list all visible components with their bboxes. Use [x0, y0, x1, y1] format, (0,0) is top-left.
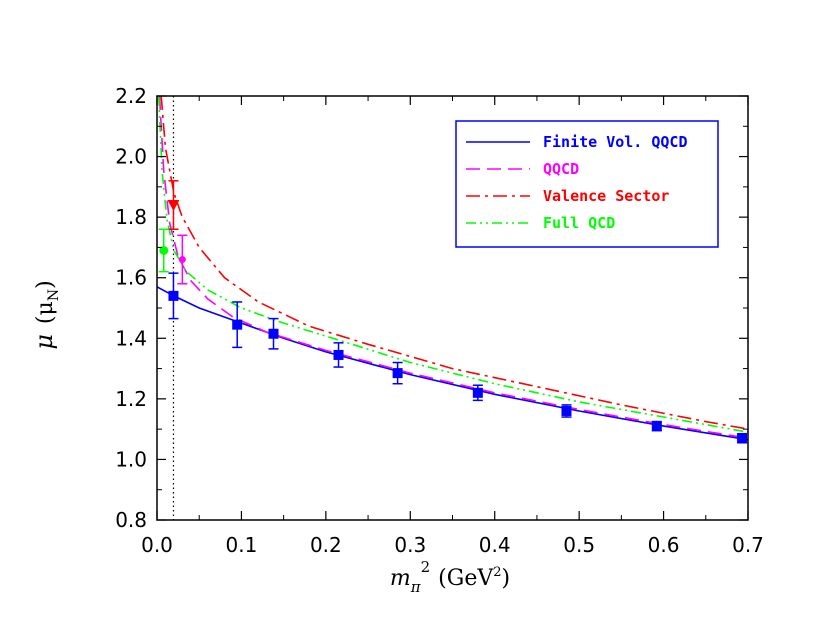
series-line-2 — [160, 96, 748, 430]
y-tick-label-7: 2.2 — [115, 84, 147, 108]
y-axis-title-main: μ — [30, 334, 58, 350]
data-point-1 — [232, 301, 243, 349]
y-tick-label-6: 2.0 — [115, 145, 147, 169]
marker-square-3 — [333, 349, 344, 360]
data-point-3 — [333, 342, 344, 368]
ticks-layer: 0.0 0.1 0.2 0.3 0.4 0.5 0.6 0.7 0.8 1.0 1.2 1.4 1.6 1… — [115, 84, 764, 557]
marker-square-8 — [737, 433, 748, 444]
x-tick-label-0: 0.0 — [141, 533, 173, 557]
marker-circle-10 — [178, 256, 186, 264]
x-axis-title-main: m — [390, 566, 411, 591]
data-point-11 — [158, 228, 169, 273]
marker-square-4 — [392, 368, 403, 379]
data-point-7 — [651, 420, 662, 432]
marker-square-6 — [561, 405, 572, 416]
x-tick-label-1: 0.1 — [226, 533, 258, 557]
marker-circle-11 — [159, 245, 169, 255]
legend: Finite Vol. QQCD QQCD Valence Sector Full Q… — [455, 120, 719, 248]
data-point-9 — [167, 180, 180, 231]
y-axis-title-close: ) — [33, 280, 58, 289]
marker-square-1 — [232, 319, 243, 330]
marker-triangle-9 — [167, 200, 180, 212]
y-axis-title-sub: N — [46, 289, 62, 301]
marker-square-5 — [472, 387, 483, 398]
data-point-6 — [561, 404, 572, 418]
x-tick-label-6: 0.6 — [648, 533, 680, 557]
legend-label-2: Valence Sector — [543, 187, 669, 205]
data-point-0 — [168, 272, 179, 320]
x-axis-title-unit: (GeV — [438, 566, 494, 591]
legend-label-3: Full QCD — [543, 214, 615, 232]
x-tick-label-7: 0.7 — [732, 533, 764, 557]
legend-label-0: Finite Vol. QQCD — [543, 133, 688, 151]
series-line-0 — [157, 286, 748, 441]
y-tick-label-5: 1.8 — [115, 205, 147, 229]
data-point-2 — [268, 317, 279, 350]
series-line-3 — [157, 96, 748, 433]
x-axis-title-unit-sup: 2 — [493, 565, 501, 580]
data-point-4 — [392, 361, 403, 385]
y-tick-label-4: 1.6 — [115, 266, 147, 290]
x-axis-title-sub: π — [410, 578, 422, 596]
data-point-10 — [177, 234, 188, 285]
x-tick-label-5: 0.5 — [563, 533, 595, 557]
x-axis-title: mπ2 (GeV2) — [390, 558, 510, 596]
marker-square-2 — [268, 328, 279, 339]
x-axis-title-unit-end: ) — [502, 566, 511, 591]
marker-square-7 — [651, 421, 662, 432]
marker-square-0 — [168, 290, 179, 301]
y-tick-label-1: 1.0 — [115, 447, 147, 471]
x-axis-title-sup: 2 — [421, 558, 431, 576]
x-tick-label-3: 0.3 — [394, 533, 426, 557]
x-tick-label-2: 0.2 — [310, 533, 342, 557]
y-tick-label-2: 1.2 — [115, 387, 147, 411]
data-point-8 — [737, 432, 748, 444]
points-layer — [158, 180, 748, 444]
y-axis-title: μ (μN) — [30, 280, 62, 349]
x-tick-label-4: 0.4 — [479, 533, 511, 557]
legend-label-1: QQCD — [543, 160, 579, 178]
data-point-5 — [472, 384, 483, 402]
y-axis-title-open: (μ — [33, 301, 58, 324]
y-tick-label-3: 1.4 — [115, 326, 147, 350]
y-tick-label-0: 0.8 — [115, 508, 147, 532]
